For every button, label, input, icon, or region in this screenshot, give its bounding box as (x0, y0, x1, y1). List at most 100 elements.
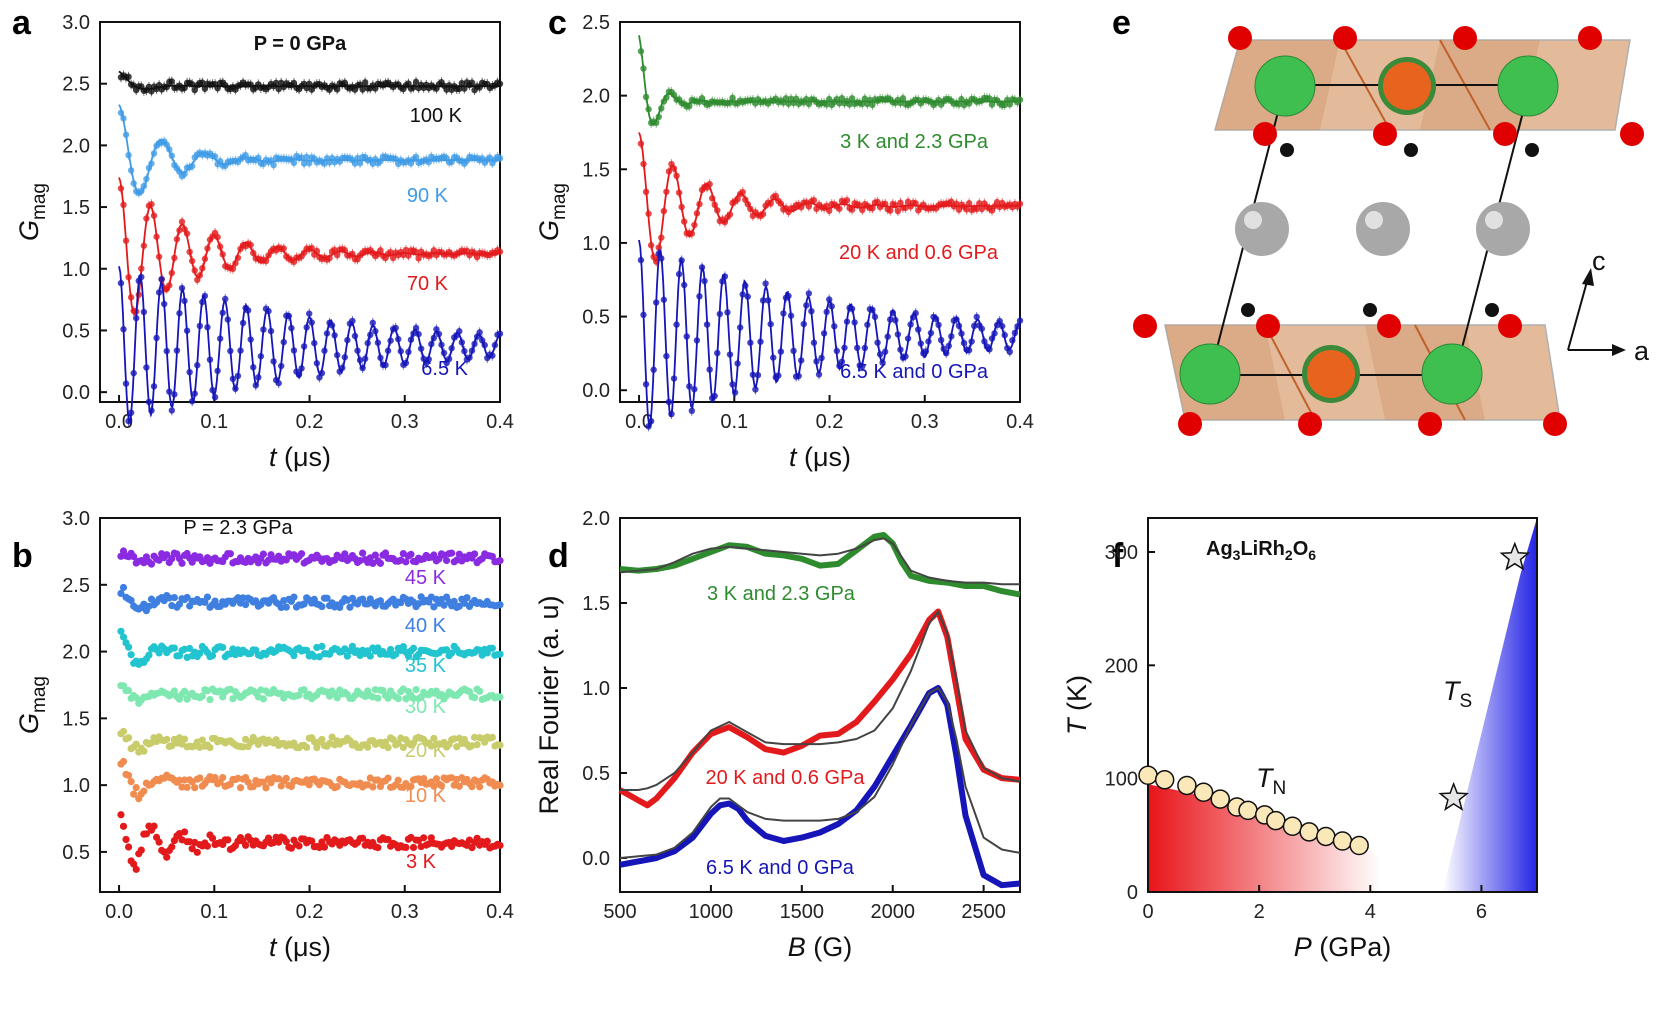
data-point (137, 846, 145, 854)
data-point (488, 644, 496, 652)
series-label: 30 K (405, 696, 447, 718)
x-tick-label: 0.3 (391, 901, 419, 923)
y-tick-label: 2.5 (62, 575, 90, 597)
data-point (328, 733, 336, 741)
data-point (178, 559, 186, 567)
data-point (473, 741, 481, 749)
data-point (846, 101, 853, 108)
x-axis-label: t (μs) (269, 932, 331, 962)
data-point (448, 842, 456, 851)
x-axis-label: t (μs) (789, 442, 851, 472)
data-point (229, 695, 237, 703)
data-point (869, 101, 876, 109)
data-point (132, 740, 140, 748)
li-atom (1179, 343, 1241, 405)
data-point (430, 551, 438, 559)
x-tick-label: 0 (1142, 901, 1153, 923)
tn-data-point (1316, 826, 1336, 847)
series-label: 20 K (405, 740, 447, 762)
data-point (306, 310, 313, 317)
data-point (496, 650, 504, 658)
data-point (168, 554, 176, 563)
series-label: 3 K and 2.3 GPa (707, 583, 856, 605)
data-point (476, 783, 484, 791)
data-point (359, 86, 366, 93)
data-point (836, 205, 843, 212)
oxygen-atom (1493, 122, 1517, 146)
chart-f: 0 2 4 6 0 100 200 300 P (GPa) T (K) Ag3LiRh2O6 TN TS (1062, 517, 1538, 962)
data-point (838, 94, 846, 102)
data-point (168, 78, 176, 85)
ts-region (1442, 518, 1537, 892)
data-point (323, 594, 331, 602)
li-atom (1497, 55, 1559, 117)
small-atom (1525, 143, 1539, 157)
data-point (180, 776, 189, 784)
x-axis-label: P (GPa) (1294, 932, 1392, 962)
data-point (196, 774, 204, 782)
y-axis-label: T (K) (1062, 675, 1092, 735)
data-point (163, 551, 171, 559)
tn-data-point (1349, 835, 1369, 856)
series-label: 6.5 K and 0 GPa (706, 857, 855, 879)
data-point (427, 834, 435, 842)
data-point (132, 784, 140, 792)
data-point (191, 86, 198, 94)
data-point (409, 843, 418, 852)
fit-line (638, 239, 1021, 429)
data-point (823, 202, 830, 210)
data-point (170, 644, 178, 652)
data-point (333, 783, 341, 791)
data-point (887, 207, 894, 214)
data-point (183, 783, 191, 791)
data-point (290, 593, 298, 601)
data-point (318, 602, 326, 611)
data-point (318, 735, 326, 744)
data-point (496, 781, 504, 789)
ag-atom-highlight (1485, 211, 1503, 229)
data-point (219, 643, 227, 652)
data-point (392, 650, 400, 658)
data-point (270, 161, 277, 169)
data-point (140, 747, 148, 755)
data-point (897, 199, 904, 206)
data-point (463, 594, 471, 602)
chart-title: P = 2.3 GPa (183, 517, 293, 539)
data-point (259, 695, 268, 703)
data-point (823, 101, 830, 108)
data-point (211, 597, 219, 605)
fourier-curve (619, 685, 1021, 889)
data-point (318, 642, 326, 651)
panel-label-a: a (12, 4, 32, 42)
data-point (170, 687, 178, 695)
data-point (300, 686, 308, 694)
data-point (488, 552, 496, 561)
data-point (145, 651, 153, 659)
tn-data-point (1238, 800, 1258, 821)
ts-data-point (1499, 541, 1531, 571)
data-point (320, 843, 329, 851)
data-point (297, 550, 306, 558)
y-axis-label: Gmag (534, 183, 570, 241)
x-axis-label: t (μs) (269, 442, 331, 472)
plot-frame (1147, 517, 1538, 893)
y-tick-label: 3.0 (62, 508, 90, 530)
y-tick-label: 2.0 (62, 135, 90, 157)
data-point (359, 834, 367, 842)
data-point (275, 85, 282, 93)
data-point (473, 834, 481, 842)
x-tick-label: 0.1 (200, 411, 228, 433)
data-point (1006, 348, 1014, 356)
rh-atom-core (1307, 350, 1355, 398)
data-point (496, 693, 504, 701)
fit-line (118, 177, 500, 316)
data-point (430, 247, 438, 254)
data-point (219, 773, 227, 782)
data-point (912, 309, 919, 317)
data-point (119, 822, 128, 830)
data-point (1001, 101, 1008, 109)
data-point (470, 550, 479, 558)
oxygen-atom (1373, 122, 1397, 146)
data-point (170, 593, 178, 602)
li-atom (1254, 55, 1316, 117)
